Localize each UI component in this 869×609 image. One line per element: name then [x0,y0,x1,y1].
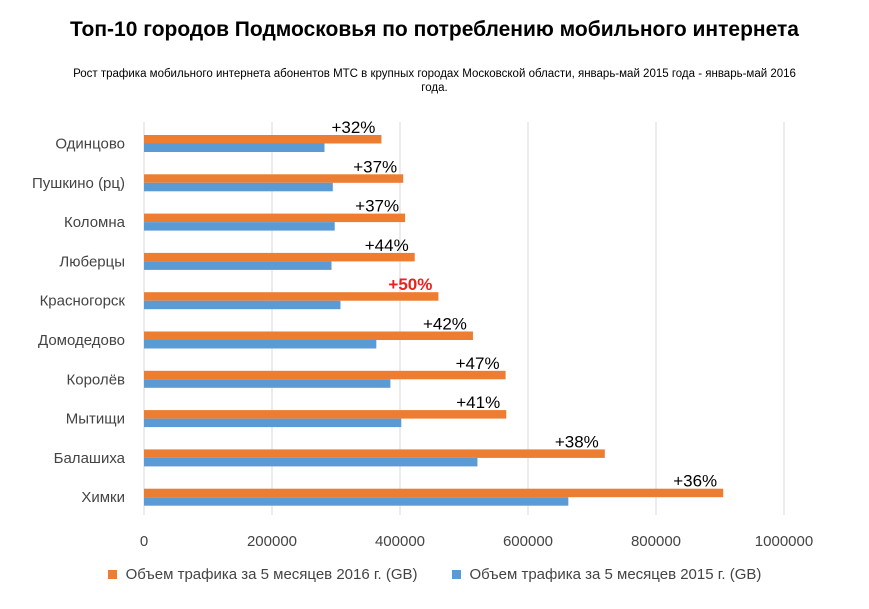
bar-2016 [144,488,724,498]
data-label: +37% [355,197,399,216]
category-label: Одинцово [55,136,125,153]
data-label: +37% [353,157,397,176]
data-label: +47% [456,354,500,373]
legend-swatch-2016 [107,570,117,579]
category-label: Балашиха [54,450,126,467]
legend-item-2015: Объем трафика за 5 месяцев 2015 г. (GB) [451,566,762,583]
chart-subtitle: Рост трафика мобильного интернета абонен… [73,68,796,94]
bar-2016 [144,252,415,262]
data-label: +44% [365,236,409,255]
category-label: Химки [81,489,125,506]
data-label: +41% [456,393,500,412]
category-label: Домодедово [38,332,125,349]
data-labels: +32% +37% +37% +44% +50% +42% +47% +41% +38% +36% [331,118,717,491]
data-label: +36% [673,472,717,491]
category-label: Красногорск [40,293,126,310]
bar-chart: Одинцово Пушкино (рц) Коломна Люберцы Красно… [32,118,813,550]
bar-2015 [144,182,333,192]
legend-label-2015: Объем трафика за 5 месяцев 2015 г. (GB) [469,566,762,583]
x-tick-label: 800000 [631,533,681,550]
bar-2016 [144,370,506,380]
bar-2015 [144,418,402,428]
bar-2015 [144,379,391,388]
category-label: Люберцы [59,253,125,270]
data-label: +42% [423,315,467,334]
bar-2015 [144,340,377,349]
data-label: +50% [388,275,432,294]
category-labels: Одинцово Пушкино (рц) Коломна Люберцы Красно… [32,136,126,507]
x-tick-label: 600000 [503,533,553,550]
data-label: +38% [555,432,599,451]
bar-2016 [144,331,473,340]
legend: Объем трафика за 5 месяцев 2016 г. (GB) … [0,566,869,583]
category-label: Коломна [64,214,126,231]
bar-2015 [144,457,478,467]
bar-2016 [144,213,406,223]
chart-title: Топ-10 городов Подмосковья по потреблени… [70,18,799,41]
legend-swatch-2015 [451,570,461,579]
bar-2015 [144,261,332,270]
bars [144,135,724,506]
bar-2016 [144,135,382,144]
bar-2015 [144,497,569,506]
bar-2015 [144,143,325,152]
data-label: +32% [331,118,375,137]
bar-2016 [144,292,439,301]
x-tick-label: 200000 [247,533,297,550]
category-label: Королёв [67,371,126,388]
x-tick-label: 0 [140,533,148,550]
legend-label-2016: Объем трафика за 5 месяцев 2016 г. (GB) [125,566,418,583]
bar-2016 [144,174,404,183]
bar-2016 [144,449,605,458]
category-label: Мытищи [66,411,125,428]
legend-item-2016: Объем трафика за 5 месяцев 2016 г. (GB) [107,566,418,583]
bar-2015 [144,222,335,231]
x-tick-label: 400000 [375,533,425,550]
bar-2015 [144,300,341,310]
bar-2016 [144,410,507,419]
category-label: Пушкино (рц) [32,175,125,192]
x-tick-label: 1000000 [755,533,813,550]
x-tick-labels: 0 200000 400000 600000 800000 1000000 [140,533,813,550]
